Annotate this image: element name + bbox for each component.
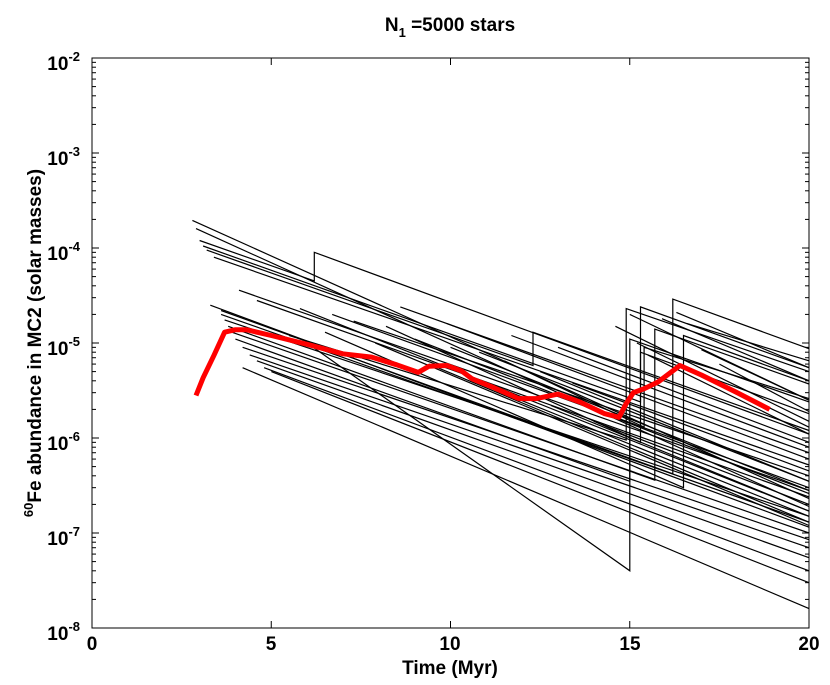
realization-line — [224, 319, 810, 517]
realization-line — [511, 334, 810, 448]
realization-line — [539, 371, 810, 482]
realization-line — [299, 308, 810, 512]
realization-line — [220, 298, 810, 475]
realization-line — [428, 363, 810, 523]
x-tick-label: 20 — [798, 634, 819, 655]
y-tick-label: 10-4 — [47, 239, 80, 265]
realization-line — [227, 325, 810, 482]
chart-title: N1 =5000 stars — [385, 15, 515, 40]
realization-line — [446, 323, 810, 460]
realization-line — [615, 325, 810, 422]
realization-line — [271, 371, 810, 584]
realization-line — [557, 346, 810, 443]
y-tick-labels: 10-8 10-7 10-6 10-5 10-4 10-3 10-2 — [47, 49, 80, 645]
realization-line — [486, 385, 810, 517]
realization-line — [593, 420, 810, 505]
realization-line — [213, 256, 810, 466]
y-tick-label: 10-5 — [47, 334, 80, 360]
realization-line — [210, 304, 810, 528]
y-tick-label: 10-3 — [47, 144, 80, 170]
realization-line — [289, 307, 810, 441]
y-tick-label: 10-6 — [47, 429, 80, 455]
ticks-layer — [91, 57, 810, 629]
realization-line — [249, 354, 810, 549]
realization-line — [306, 342, 631, 572]
x-tick-label: 0 — [87, 634, 98, 655]
realization-line — [719, 363, 810, 413]
series-layer — [192, 219, 810, 610]
plot-background — [92, 58, 809, 628]
y-tick-label: 10-7 — [47, 524, 80, 550]
x-axis-title: Time (Myr) — [402, 658, 498, 679]
realization-line — [385, 325, 810, 444]
realization-line — [192, 219, 810, 500]
realization-line — [572, 382, 810, 472]
realization-line — [450, 346, 810, 492]
realization-line — [231, 331, 810, 534]
y-axis-title: 60Fe abundance in MC2 (solar masses) — [21, 169, 46, 517]
realization-line — [238, 289, 810, 492]
x-tick-label: 10 — [439, 634, 460, 655]
realization-line — [374, 342, 810, 527]
x-tick-labels: 0 5 10 15 20 — [87, 634, 820, 655]
realization-line — [256, 360, 810, 559]
x-tick-label: 5 — [266, 634, 277, 655]
realization-line — [701, 349, 810, 401]
realization-line — [686, 323, 810, 362]
y-tick-label: 10-2 — [47, 49, 80, 75]
realization-line — [263, 367, 810, 572]
y-tick-label: 10-8 — [47, 619, 80, 645]
realization-line — [661, 318, 810, 382]
mean-abundance-line — [193, 327, 771, 420]
realization-line — [242, 367, 810, 610]
realization-line — [206, 249, 810, 432]
realization-line — [199, 239, 810, 435]
realization-line — [242, 346, 810, 541]
realization-line — [550, 404, 810, 512]
x-tick-label: 15 — [619, 634, 641, 655]
